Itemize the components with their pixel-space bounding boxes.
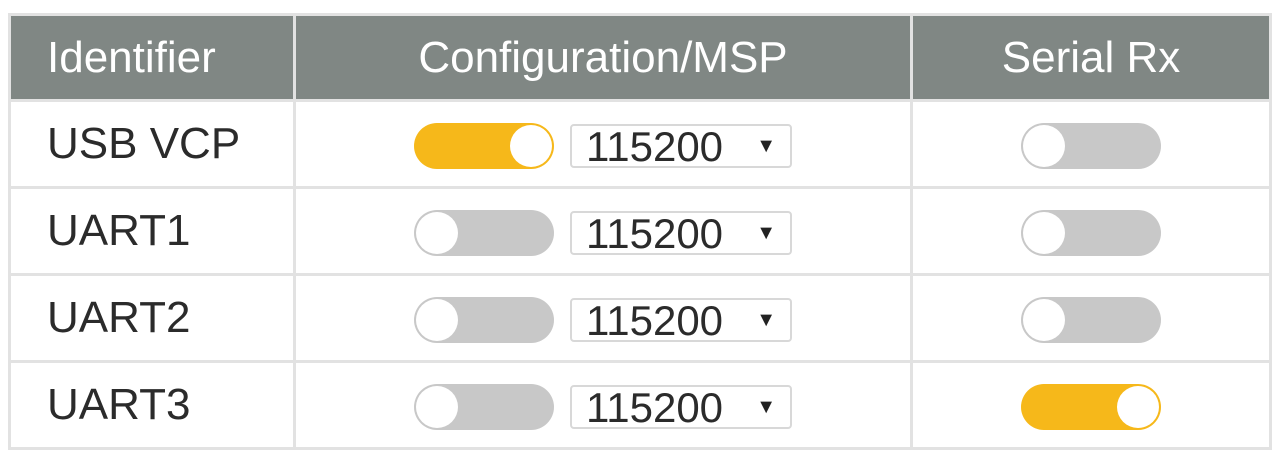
table-row: UART1 115200 ▼ [8, 186, 1272, 276]
header-configuration-msp: Configuration/MSP [293, 13, 913, 102]
header-identifier: Identifier [8, 13, 296, 102]
table-row: UART3 115200 ▼ [8, 360, 1272, 450]
toggle-knob [416, 299, 458, 342]
serial-rx-toggle[interactable] [1021, 123, 1161, 170]
table-row: UART2 115200 ▼ [8, 273, 1272, 363]
toggle-knob [1117, 386, 1159, 429]
header-serial-rx: Serial Rx [910, 13, 1272, 102]
serial-rx-toggle[interactable] [1021, 297, 1161, 344]
toggle-knob [1023, 125, 1065, 168]
header-row: Identifier Configuration/MSP Serial Rx [8, 13, 1272, 102]
baud-select[interactable]: 115200 ▼ [570, 123, 792, 171]
toggle-knob [510, 125, 552, 168]
msp-toggle[interactable] [414, 123, 554, 170]
triangle-down-icon: ▼ [756, 135, 776, 158]
triangle-down-icon: ▼ [756, 309, 776, 332]
baud-value: 115200 [586, 210, 724, 258]
msp-toggle[interactable] [414, 297, 554, 344]
port-identifier: UART1 [8, 186, 296, 276]
config-cell: 115200 ▼ [293, 99, 913, 189]
toggle-knob [1023, 299, 1065, 342]
serial-rx-cell [910, 360, 1272, 450]
serial-rx-cell [910, 273, 1272, 363]
baud-value: 115200 [586, 384, 724, 432]
baud-value: 115200 [586, 123, 724, 171]
msp-toggle[interactable] [414, 210, 554, 257]
msp-toggle[interactable] [414, 384, 554, 431]
port-identifier: USB VCP [8, 99, 296, 189]
toggle-knob [416, 212, 458, 255]
triangle-down-icon: ▼ [756, 396, 776, 419]
config-cell: 115200 ▼ [293, 273, 913, 363]
baud-select[interactable]: 115200 ▼ [570, 384, 792, 432]
toggle-knob [416, 386, 458, 429]
config-cell: 115200 ▼ [293, 186, 913, 276]
port-identifier: UART3 [8, 360, 296, 450]
toggle-knob [1023, 212, 1065, 255]
baud-value: 115200 [586, 297, 724, 345]
serial-rx-toggle[interactable] [1021, 384, 1161, 431]
serial-rx-cell [910, 99, 1272, 189]
baud-select[interactable]: 115200 ▼ [570, 297, 792, 345]
triangle-down-icon: ▼ [756, 222, 776, 245]
port-identifier: UART2 [8, 273, 296, 363]
table-row: USB VCP 115200 ▼ [8, 99, 1272, 189]
serial-rx-cell [910, 186, 1272, 276]
serial-rx-toggle[interactable] [1021, 210, 1161, 257]
config-cell: 115200 ▼ [293, 360, 913, 450]
ports-table: Identifier Configuration/MSP Serial Rx U… [8, 13, 1272, 450]
baud-select[interactable]: 115200 ▼ [570, 210, 792, 258]
